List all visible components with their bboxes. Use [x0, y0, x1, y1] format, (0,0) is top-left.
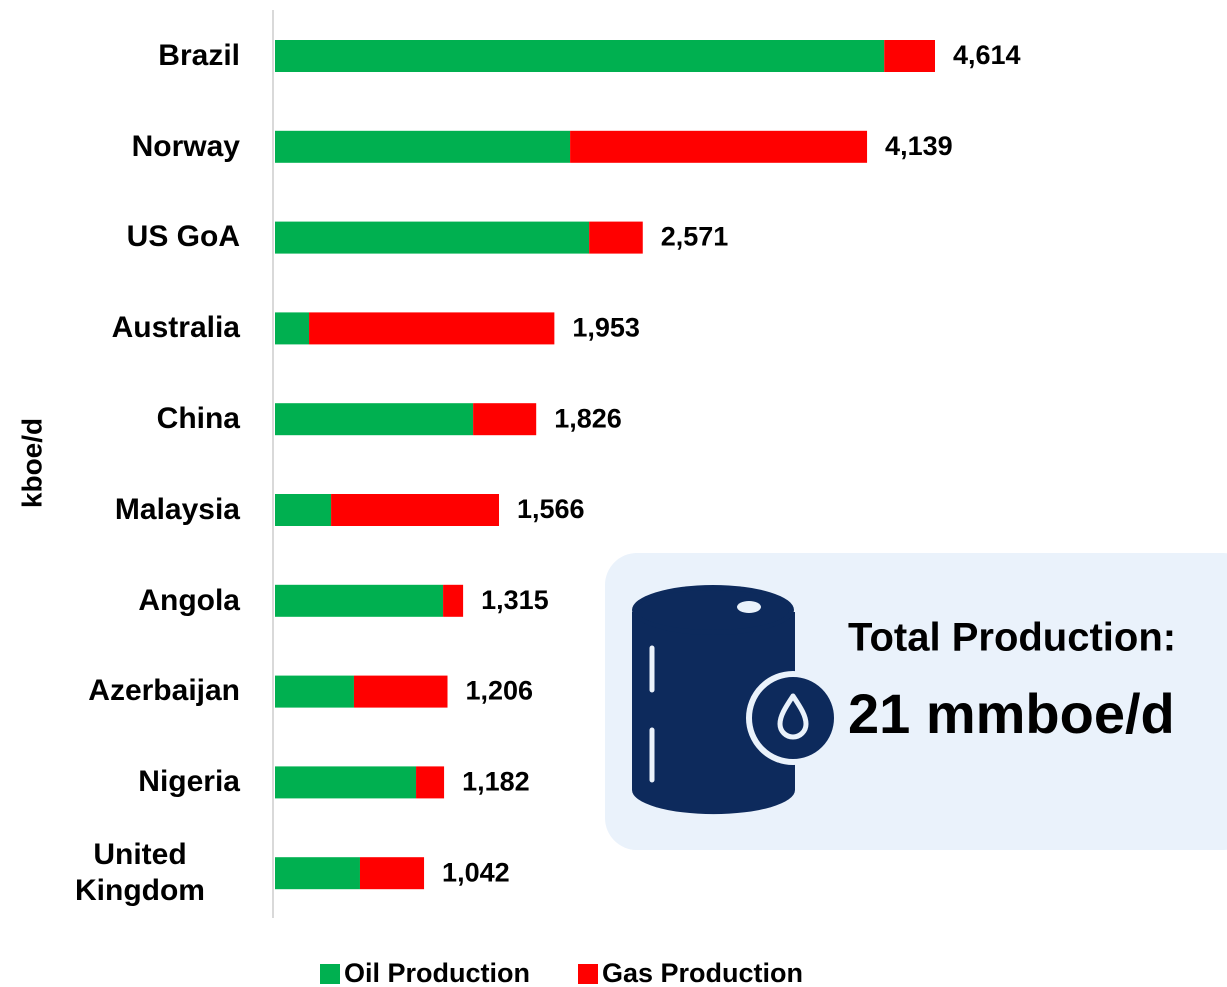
category-label: Malaysia [40, 465, 240, 555]
category-label: Brazil [40, 11, 240, 101]
bar-segment [443, 584, 464, 617]
total-label: 2,571 [661, 222, 729, 252]
total-label: 1,953 [572, 313, 640, 343]
total-label: 1,182 [462, 767, 530, 797]
category-label: US GoA [40, 193, 240, 283]
legend-swatch [578, 964, 598, 984]
total-label: 1,315 [481, 585, 549, 615]
bar-segment [331, 494, 500, 526]
bar-segment [275, 403, 474, 436]
category-label: Nigeria [40, 737, 240, 827]
bar-segment [275, 312, 310, 345]
legend-label: Gas Production [602, 958, 803, 987]
category-text: United Kingdom [75, 837, 205, 908]
category-text: Azerbaijan [88, 674, 240, 708]
bar-segment [473, 403, 537, 436]
total-label: 1,042 [442, 857, 510, 887]
bar-segment [589, 221, 643, 254]
category-text: US GoA [126, 220, 240, 254]
category-label: Australia [40, 283, 240, 373]
y-axis-label: kboe/d [16, 418, 47, 508]
category-text: Nigeria [138, 765, 240, 799]
bar-segment [570, 130, 868, 163]
bar-segment [275, 40, 885, 72]
category-label: Norway [40, 102, 240, 192]
bar-segment [416, 766, 445, 799]
category-text: Malaysia [114, 492, 240, 526]
bar-segment [309, 312, 555, 345]
callout-title: Total Production: [848, 616, 1176, 660]
category-text: China [156, 401, 240, 435]
bar-segment [275, 766, 417, 799]
callout-value: 21 mmboe/d [848, 682, 1175, 745]
category-text: Norway [131, 129, 240, 163]
bar-segment [275, 675, 354, 708]
bar-segment [275, 494, 332, 526]
bar-segment [353, 675, 448, 708]
bar-segment [275, 130, 571, 163]
category-label: United Kingdom [40, 828, 240, 918]
legend-label: Oil Production [344, 958, 530, 987]
bar-segment [359, 857, 425, 890]
bar-segment [275, 857, 360, 890]
total-label: 1,566 [517, 494, 585, 524]
total-label: 4,614 [953, 40, 1021, 70]
total-label: 4,139 [885, 131, 953, 161]
bar-segment [275, 584, 444, 617]
total-label: 1,826 [554, 403, 622, 433]
bar-segment [275, 221, 590, 254]
legend-swatch [320, 964, 340, 984]
category-label: China [40, 374, 240, 464]
category-text: Australia [111, 311, 240, 345]
total-label: 1,206 [466, 676, 534, 706]
category-text: Angola [138, 583, 240, 617]
category-label: Angola [40, 556, 240, 646]
category-text: Brazil [158, 38, 240, 72]
category-label: Azerbaijan [40, 647, 240, 737]
barrel-icon [632, 585, 840, 815]
bar-segment [884, 40, 935, 72]
